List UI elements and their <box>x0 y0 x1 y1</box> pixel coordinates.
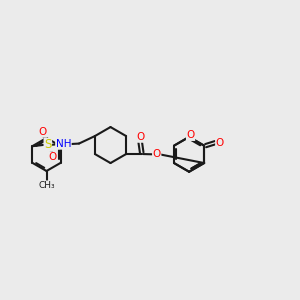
Text: O: O <box>153 149 161 159</box>
Text: O: O <box>187 130 195 140</box>
Text: O: O <box>136 132 144 142</box>
Text: O: O <box>38 127 46 137</box>
Text: O: O <box>48 152 56 162</box>
Text: CH₃: CH₃ <box>38 181 55 190</box>
Text: O: O <box>216 138 224 148</box>
Text: NH: NH <box>56 139 71 149</box>
Text: S: S <box>44 138 52 151</box>
